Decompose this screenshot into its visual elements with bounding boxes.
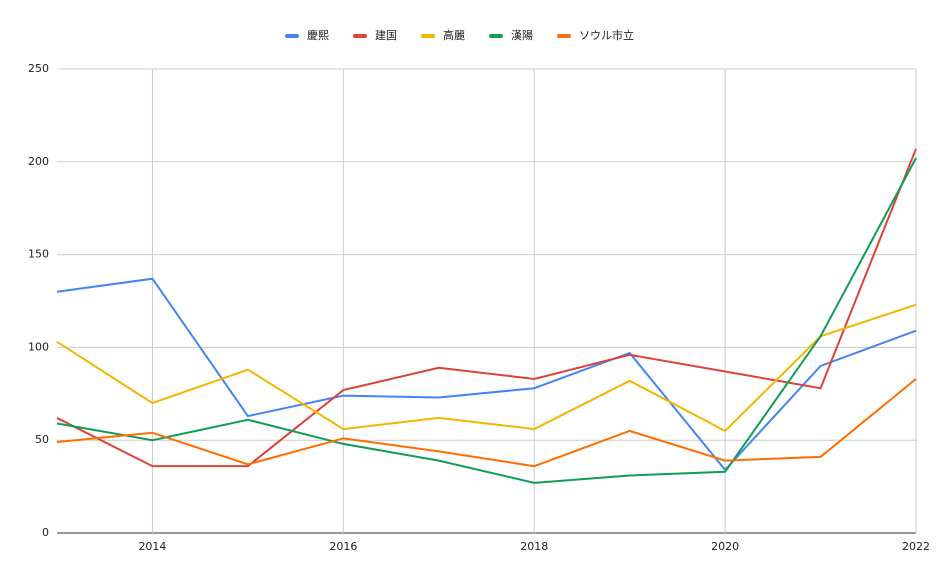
- x-tick-label: 2018: [520, 540, 548, 553]
- line-series: [56, 148, 917, 468]
- x-tick-label: 2016: [329, 540, 357, 553]
- line-series: [56, 378, 917, 468]
- legend-swatch: [557, 34, 571, 38]
- line-series: [56, 277, 917, 472]
- legend-label: 漢陽: [511, 29, 533, 42]
- x-tick-label: 2022: [902, 540, 930, 553]
- line-series: [56, 157, 917, 484]
- y-tick-label: 0: [42, 526, 49, 539]
- y-tick-label: 50: [35, 433, 49, 446]
- legend-label: 建国: [375, 28, 397, 42]
- line-series: [56, 303, 917, 433]
- x-tick-label: 2014: [138, 540, 166, 553]
- y-tick-label: 100: [28, 340, 49, 353]
- legend-label: 慶熙: [307, 28, 329, 42]
- y-tick-label: 150: [28, 248, 49, 261]
- legend-swatch: [353, 34, 367, 38]
- y-tick-label: 200: [28, 155, 49, 168]
- legend-label: ソウル市立: [579, 28, 634, 42]
- legend-swatch: [489, 34, 503, 38]
- x-tick-label: 2020: [711, 540, 739, 553]
- y-tick-label: 250: [28, 62, 49, 75]
- legend-label: 高麗: [443, 28, 465, 42]
- legend-swatch: [285, 34, 299, 38]
- legend-swatch: [421, 34, 435, 38]
